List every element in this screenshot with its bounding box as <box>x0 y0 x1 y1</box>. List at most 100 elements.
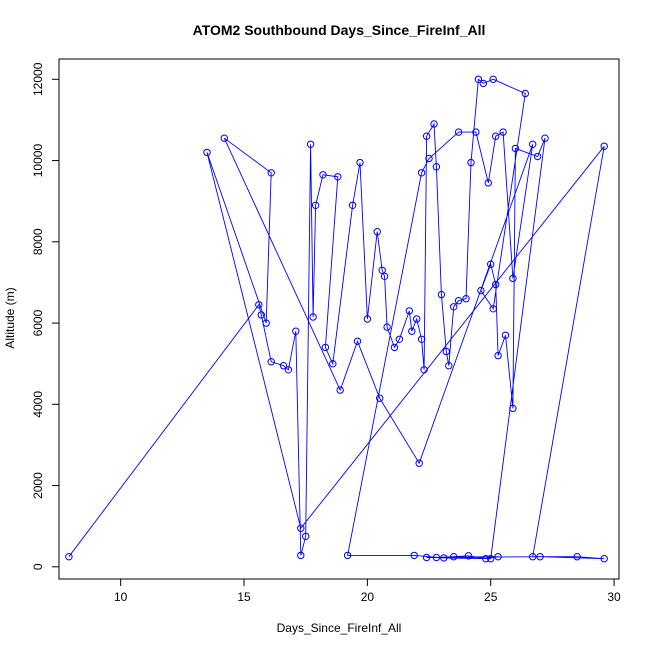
data-point-72 <box>267 169 275 177</box>
data-point-30 <box>422 132 431 140</box>
data-point-41 <box>479 79 487 88</box>
data-point-8 <box>302 532 310 540</box>
data-point-37 <box>454 297 463 305</box>
data-point-40 <box>474 75 483 84</box>
data-point-25 <box>405 307 413 315</box>
data-point-0 <box>65 553 73 561</box>
data-point-43 <box>521 89 529 98</box>
data-point-50 <box>509 404 517 413</box>
data-point-76 <box>600 142 608 151</box>
data-point-18 <box>363 315 372 323</box>
data-point-53 <box>541 134 549 142</box>
data-point-26 <box>408 327 416 335</box>
y-tick-label-3: 6000 <box>31 309 45 336</box>
data-point-13 <box>334 173 342 181</box>
data-point-83 <box>464 552 473 560</box>
data-point-75 <box>297 524 305 532</box>
x-tick-label-1: 15 <box>237 590 251 604</box>
data-point-58 <box>417 169 426 177</box>
data-point-31 <box>430 120 438 128</box>
data-point-67 <box>415 459 423 467</box>
data-point-22 <box>383 323 391 331</box>
data-point-24 <box>395 335 404 343</box>
y-tick-label-6: 12000 <box>31 62 45 96</box>
data-point-49 <box>501 331 510 339</box>
data-point-34 <box>442 347 450 356</box>
y-tick-label-1: 2000 <box>31 472 45 499</box>
data-point-4 <box>279 362 288 370</box>
x-tick-label-3: 25 <box>484 590 498 604</box>
data-point-73 <box>262 319 270 327</box>
data-point-77 <box>529 553 537 561</box>
data-point-66 <box>529 140 537 149</box>
data-point-56 <box>410 551 418 560</box>
chart-title: ATOM2 Southbound Days_Since_FireInf_All <box>193 22 486 38</box>
data-point-81 <box>432 553 441 562</box>
data-point-36 <box>450 303 458 311</box>
data-point-85 <box>494 553 502 561</box>
data-point-14 <box>321 343 330 352</box>
x-axis-label: Days_Since_FireInf_All <box>277 621 402 635</box>
data-point-79 <box>600 555 608 563</box>
data-point-70 <box>336 386 344 394</box>
y-tick-label-0: 0 <box>31 563 45 570</box>
data-point-32 <box>432 163 441 171</box>
data-point-74 <box>203 148 211 157</box>
data-point-48 <box>494 351 502 360</box>
data-point-39 <box>467 158 475 167</box>
x-axis: 10 15 20 25 30 <box>114 579 621 604</box>
data-point-82 <box>450 553 458 561</box>
data-point-59 <box>425 154 433 163</box>
data-point-51 <box>511 144 520 153</box>
data-point-38 <box>462 295 470 303</box>
data-point-64 <box>499 128 507 136</box>
data-point-5 <box>284 366 293 374</box>
series-layer <box>65 75 608 563</box>
data-point-52 <box>533 152 542 161</box>
data-point-68 <box>376 394 384 402</box>
data-point-84 <box>482 555 490 563</box>
data-point-65 <box>509 274 517 283</box>
data-point-63 <box>492 132 500 140</box>
data-point-42 <box>489 75 497 84</box>
data-point-54 <box>487 555 495 563</box>
data-point-69 <box>353 337 362 345</box>
data-point-61 <box>472 128 480 136</box>
data-point-78 <box>573 553 581 561</box>
y-tick-label-5: 10000 <box>31 144 45 178</box>
data-point-80 <box>536 553 544 561</box>
data-point-47 <box>492 280 500 289</box>
y-tick-label-4: 8000 <box>31 228 45 255</box>
data-point-62 <box>484 179 492 187</box>
y-axis-label: Altitude (m) <box>3 287 17 348</box>
x-tick-label-4: 30 <box>607 590 621 604</box>
data-point-33 <box>437 290 446 299</box>
data-point-28 <box>417 335 426 343</box>
data-point-1 <box>255 301 263 309</box>
data-point-19 <box>373 228 381 236</box>
data-point-46 <box>487 260 495 268</box>
x-tick-label-2: 20 <box>361 590 375 604</box>
y-tick-label-2: 4000 <box>31 391 45 418</box>
data-point-17 <box>356 158 364 167</box>
data-point-10 <box>309 313 317 321</box>
data-point-21 <box>380 272 389 280</box>
data-point-16 <box>348 201 357 210</box>
data-point-55 <box>440 554 448 562</box>
data-point-45 <box>477 286 485 295</box>
plot-frame <box>58 58 620 580</box>
data-point-2 <box>257 311 265 319</box>
data-point-29 <box>420 366 428 374</box>
data-point-15 <box>329 360 337 368</box>
data-point-7 <box>297 551 305 560</box>
data-point-57 <box>343 551 352 560</box>
data-point-71 <box>220 134 229 142</box>
data-point-27 <box>413 315 421 323</box>
data-point-44 <box>489 305 497 313</box>
x-tick-label-0: 10 <box>114 590 128 604</box>
data-point-23 <box>390 343 399 352</box>
series-line-0 <box>68 78 605 560</box>
data-point-3 <box>267 358 275 366</box>
